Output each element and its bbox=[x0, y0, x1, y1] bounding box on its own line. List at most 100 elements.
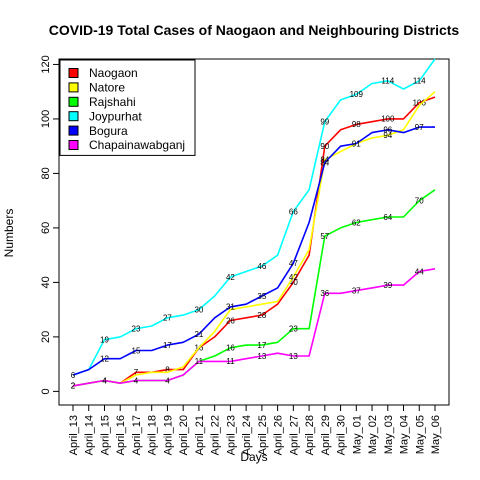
data-label-bogura: 91 bbox=[352, 139, 361, 148]
x-axis-label: Days bbox=[240, 450, 267, 464]
data-label-rajshahi: 70 bbox=[415, 196, 424, 205]
series-line-bogura bbox=[72, 126, 435, 376]
data-label-chapainawabganj: 37 bbox=[352, 286, 361, 295]
x-tick-label: April_23 bbox=[225, 415, 237, 455]
x-tick-label: April_27 bbox=[288, 415, 300, 455]
data-label-joypurhat: 99 bbox=[320, 117, 329, 126]
data-label-naogaon: 98 bbox=[352, 120, 361, 129]
series-line-natore bbox=[72, 91, 436, 387]
data-label-natore: 42 bbox=[289, 273, 298, 282]
x-tick-label: April_29 bbox=[320, 415, 332, 455]
x-tick-label: April_13 bbox=[68, 415, 80, 455]
data-label-bogura: 47 bbox=[289, 259, 298, 268]
data-label-joypurhat: 19 bbox=[100, 335, 109, 344]
x-tick-label: April_28 bbox=[304, 415, 316, 455]
data-label-bogura: 84 bbox=[320, 158, 329, 167]
data-label-rajshahi: 17 bbox=[257, 341, 266, 350]
series-line-rajshahi bbox=[72, 189, 436, 387]
y-tick-label: 40 bbox=[40, 276, 52, 288]
data-label-bogura: 96 bbox=[383, 126, 392, 135]
data-label-chapainawabganj: 4 bbox=[134, 376, 139, 385]
legend-label-naogaon: Naogaon bbox=[89, 66, 138, 80]
x-tick-label: April_21 bbox=[194, 415, 206, 455]
x-tick-label: May_04 bbox=[399, 415, 411, 454]
x-tick-label: April_20 bbox=[178, 415, 190, 455]
data-label-joypurhat: 42 bbox=[226, 273, 235, 282]
chart-title: COVID-19 Total Cases of Naogaon and Neig… bbox=[49, 22, 460, 38]
data-label-naogaon: 90 bbox=[320, 142, 329, 151]
x-tick-label: May_06 bbox=[430, 415, 442, 454]
series-line-chapainawabganj bbox=[72, 268, 436, 387]
x-tick-label: April_15 bbox=[99, 415, 111, 455]
x-tick-label: April_24 bbox=[241, 415, 253, 455]
data-label-bogura: 17 bbox=[163, 341, 172, 350]
legend: NaogaonNatoreRajshahiJoypurhatBoguraChap… bbox=[59, 59, 196, 156]
x-tick-label: April_26 bbox=[273, 415, 285, 455]
y-tick-label: 100 bbox=[40, 110, 52, 128]
data-label-chapainawabganj: 39 bbox=[383, 281, 392, 290]
data-label-joypurhat: 66 bbox=[289, 207, 298, 216]
x-tick-label: April_16 bbox=[115, 415, 127, 455]
data-label-bogura: 6 bbox=[71, 371, 76, 380]
data-label-joypurhat: 109 bbox=[350, 90, 364, 99]
data-label-bogura: 15 bbox=[132, 346, 141, 355]
data-label-chapainawabganj: 4 bbox=[102, 376, 107, 385]
x-tick-label: April_17 bbox=[131, 415, 143, 455]
data-label-rajshahi: 23 bbox=[289, 325, 298, 334]
data-label-chapainawabganj: 11 bbox=[195, 357, 204, 366]
data-label-chapainawabganj: 44 bbox=[415, 267, 424, 276]
legend-box bbox=[59, 59, 196, 156]
data-label-naogaon: 26 bbox=[226, 316, 235, 325]
data-label-naogaon: 40 bbox=[289, 278, 298, 287]
data-label-bogura: 97 bbox=[415, 123, 424, 132]
legend-label-natore: Natore bbox=[89, 81, 125, 95]
data-label-naogaon: 100 bbox=[381, 115, 395, 124]
data-label-chapainawabganj: 36 bbox=[320, 289, 329, 298]
data-label-joypurhat: 27 bbox=[163, 314, 172, 323]
data-label-chapainawabganj: 4 bbox=[165, 376, 170, 385]
x-tick-label: May_02 bbox=[367, 415, 379, 454]
data-label-naogaon: 28 bbox=[257, 311, 266, 320]
legend-swatch-bogura bbox=[68, 125, 79, 136]
data-label-naogaon: 7 bbox=[134, 368, 139, 377]
x-tick-label: April_25 bbox=[257, 415, 269, 455]
legend-label-chapainawabganj: Chapainawabganj bbox=[89, 138, 185, 152]
data-label-joypurhat: 114 bbox=[413, 77, 426, 86]
data-label-rajshahi: 62 bbox=[352, 218, 361, 227]
y-tick-label: 80 bbox=[40, 167, 52, 179]
data-label-rajshahi: 64 bbox=[383, 213, 392, 222]
y-tick-label: 120 bbox=[40, 55, 52, 73]
y-axis-label: Numbers bbox=[2, 209, 16, 258]
data-label-joypurhat: 114 bbox=[381, 77, 394, 86]
y-tick-label: 20 bbox=[40, 331, 52, 343]
legend-swatch-chapainawabganj bbox=[68, 140, 79, 150]
data-label-bogura: 35 bbox=[257, 292, 266, 301]
data-label-bogura: 12 bbox=[100, 354, 109, 363]
legend-swatch-joypurhat bbox=[68, 111, 79, 122]
data-label-rajshahi: 16 bbox=[226, 344, 235, 353]
plot-area: 0 20 40 60 80 100 120 April_13 April_14 April_15 A… bbox=[40, 55, 450, 455]
x-tick-label: April_22 bbox=[210, 415, 222, 455]
y-tick-label: 0 bbox=[40, 388, 52, 394]
data-label-joypurhat: 46 bbox=[257, 262, 266, 271]
y-tick-label: 60 bbox=[40, 222, 52, 234]
x-tick-label: April_19 bbox=[162, 415, 174, 455]
data-label-naogaon: 106 bbox=[413, 98, 427, 107]
legend-swatch-naogaon bbox=[68, 68, 79, 78]
x-tick-label: May_01 bbox=[351, 415, 363, 454]
plot-frame bbox=[58, 58, 450, 406]
data-label-natore: 94 bbox=[383, 131, 392, 140]
data-label-joypurhat: 23 bbox=[132, 325, 141, 334]
data-label-joypurhat: 30 bbox=[194, 305, 203, 314]
x-tick-label: April_18 bbox=[147, 415, 159, 455]
x-tick-label: May_05 bbox=[414, 415, 426, 454]
data-label-chapainawabganj: 11 bbox=[226, 357, 235, 366]
series-line-naogaon bbox=[72, 96, 436, 387]
x-tick-label: April_30 bbox=[336, 415, 348, 455]
x-tick-label: May_03 bbox=[383, 415, 395, 454]
data-label-bogura: 21 bbox=[194, 330, 203, 339]
legend-label-rajshahi: Rajshahi bbox=[89, 95, 136, 109]
legend-swatch-natore bbox=[68, 82, 79, 93]
legend-label-bogura: Bogura bbox=[89, 124, 128, 138]
